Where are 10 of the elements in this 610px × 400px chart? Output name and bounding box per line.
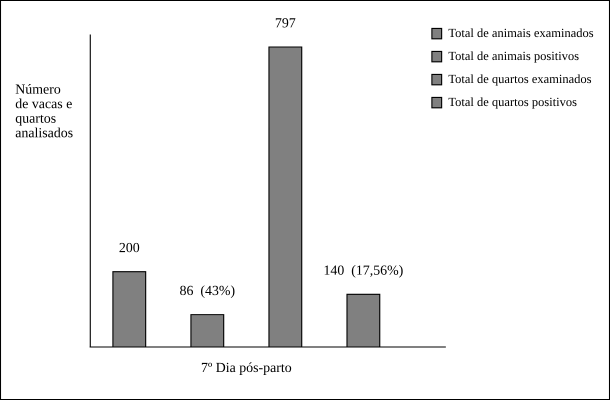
text: Total de quartos examinados: [448, 74, 592, 86]
x-axis-title: 7º Dia pós-parto: [202, 362, 292, 375]
text: Total de quartos positivos: [448, 97, 577, 109]
data-label: 86 (43%): [180, 285, 234, 298]
data-label: 797: [276, 18, 296, 28]
y-axis-title: Número de vacas e quartos analisados: [16, 84, 73, 138]
data-label: 200: [119, 242, 140, 252]
text: Total de animais positivos: [448, 51, 579, 63]
data-label: 140 (17,56%): [324, 265, 403, 278]
text: Total de animais examinados: [448, 28, 594, 38]
